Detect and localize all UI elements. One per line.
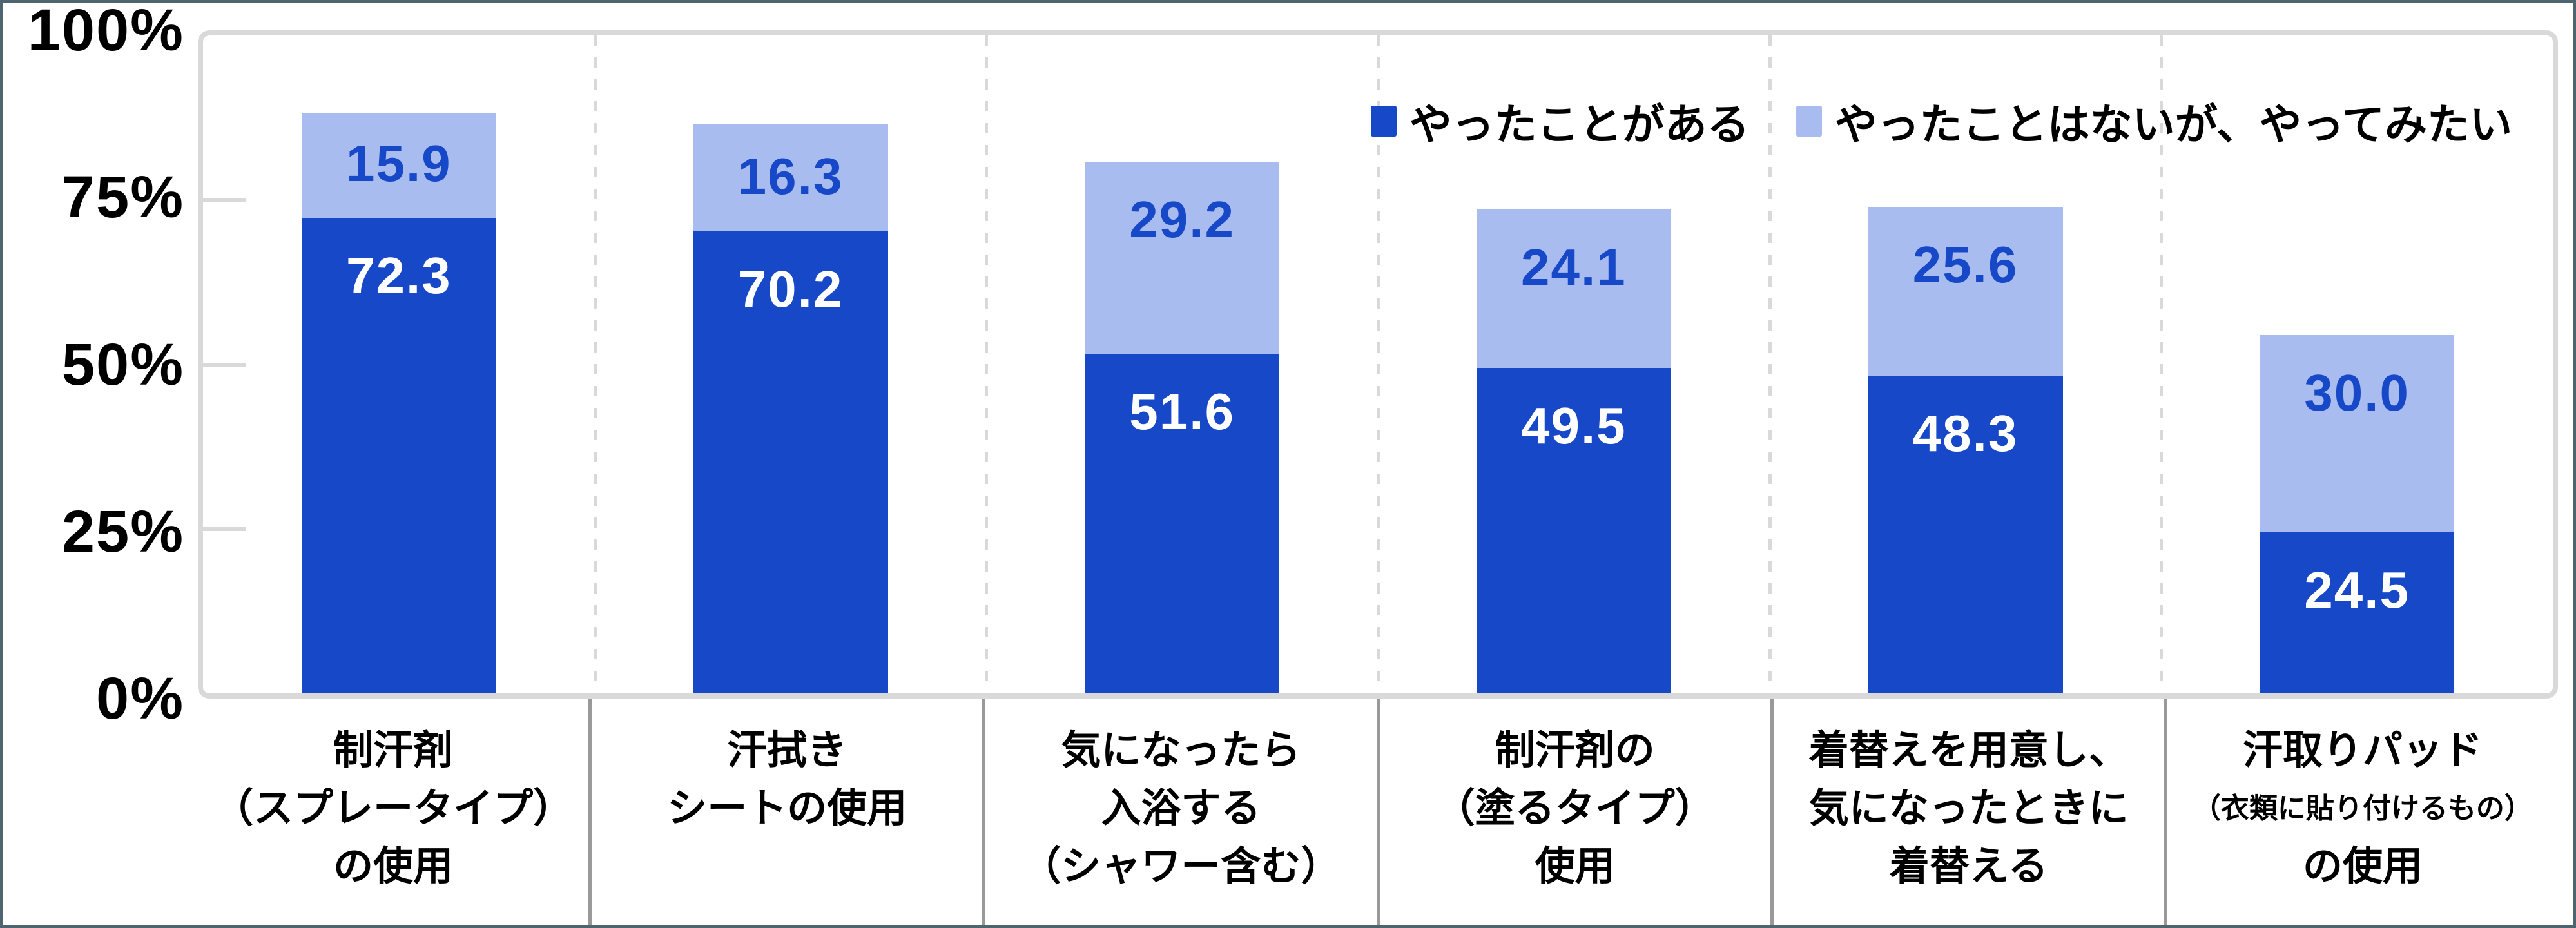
bar-segment-done: 72.3: [301, 217, 496, 693]
bar-segment-done: 51.6: [1085, 354, 1280, 693]
bar-value-done: 24.5: [2304, 561, 2410, 619]
legend-swatch-icon: [1796, 106, 1822, 137]
bar-value-want: 29.2: [1129, 191, 1235, 249]
bar-segment-want: 16.3: [693, 124, 888, 232]
bar-value-want: 25.6: [1912, 236, 2019, 294]
category-label-line: の使用: [2302, 844, 2423, 889]
category-label-line: （シャワー含む）: [1021, 844, 1341, 889]
bar-value-done: 72.3: [345, 246, 452, 304]
bar-value-done: 49.5: [1520, 396, 1627, 454]
category-label-cell: 気になったら 入浴する （シャワー含む）: [985, 699, 1380, 925]
category-label-line: 着替えを用意し、: [1808, 728, 2129, 773]
bar-segment-want: 24.1: [1476, 209, 1671, 368]
bar-value-want: 24.1: [1520, 238, 1627, 296]
y-tick-label: 25%: [61, 498, 184, 565]
category-label-line: 気になったときに: [1808, 786, 2129, 831]
category-label-line: シートの使用: [667, 786, 907, 831]
plot-inner: 72.3 15.9 70.2 16.3 51.6 29.2 49.5 24.1 48.3 25.6…: [203, 35, 2553, 693]
category-label-cell: 汗取りパッド （衣類に貼り付けるもの） の使用: [2167, 699, 2558, 925]
category-label-cell: 着替えを用意し、 気になったときに 着替える: [1774, 699, 2167, 925]
bar-value-want: 16.3: [737, 147, 844, 205]
category-label-cell: 汗拭き シートの使用: [592, 699, 986, 925]
category-label-line: （衣類に貼り付けるもの）: [2192, 793, 2533, 824]
bar-value-done: 70.2: [737, 260, 844, 318]
plot-area: 72.3 15.9 70.2 16.3 51.6 29.2 49.5 24.1 48.3 25.6…: [198, 30, 2558, 699]
bar-segment-want: 15.9: [301, 113, 496, 218]
category-label-line: 使用: [1535, 844, 1615, 889]
y-tick-label: 100%: [27, 0, 184, 63]
legend: やったことがある やったことはないが、やってみたい: [1370, 90, 2512, 152]
category-label-line: （塗るタイプ）: [1435, 786, 1715, 831]
bar-segment-want: 25.6: [1868, 207, 2063, 376]
category-label-line: の使用: [333, 844, 454, 889]
category-label-line: （スプレータイプ）: [213, 786, 574, 831]
gridline-stub: [203, 198, 246, 202]
x-axis-labels: 制汗剤 （スプレータイプ） の使用 汗拭きシートの使用 気になったら 入浴する （シャワー含…: [198, 699, 2558, 925]
y-tick-label: 50%: [61, 331, 184, 398]
gridline-stub: [203, 362, 246, 367]
legend-item: やったことがある: [1370, 90, 1750, 152]
legend-swatch-icon: [1370, 106, 1397, 137]
category-separator-dashed: [593, 35, 597, 693]
category-label-line: 汗取りパッド: [2242, 728, 2483, 773]
category-label-line: 入浴する: [1101, 786, 1261, 831]
category-label-cell: 制汗剤 （スプレータイプ） の使用: [198, 699, 592, 925]
category-label-line: 制汗剤の: [1495, 728, 1655, 773]
category-separator-dashed: [1768, 35, 1772, 693]
category-label-line: 制汗剤: [333, 728, 454, 773]
category-label-line: 気になったら: [1061, 728, 1301, 773]
gridline-stub: [203, 527, 246, 531]
category-separator-dashed: [985, 35, 989, 693]
y-tick-label: 75%: [61, 164, 184, 231]
y-tick-label: 0%: [96, 666, 184, 731]
legend-label: やったことはないが、やってみたい: [1834, 101, 2512, 148]
category-label-cell: 制汗剤の （塗るタイプ） 使用: [1380, 699, 1774, 925]
bar-segment-want: 30.0: [2260, 334, 2455, 532]
legend-label: やったことがある: [1409, 101, 1750, 148]
category-label-line: 着替える: [1889, 844, 2048, 889]
bar-value-done: 48.3: [1912, 404, 2019, 462]
bar-value-want: 15.9: [345, 135, 452, 193]
bar-value-done: 51.6: [1129, 383, 1235, 441]
category-separator-dashed: [2160, 35, 2164, 693]
bar-segment-done: 48.3: [1868, 375, 2063, 693]
legend-item: やったことはないが、やってみたい: [1796, 90, 2512, 152]
bar-segment-want: 29.2: [1085, 162, 1280, 354]
bar-value-want: 30.0: [2304, 363, 2410, 421]
category-label-line: 汗拭き: [727, 728, 847, 773]
bar-segment-done: 70.2: [693, 231, 888, 693]
bar-segment-done: 24.5: [2260, 532, 2455, 693]
category-separator-dashed: [1377, 35, 1380, 693]
bar-segment-done: 49.5: [1476, 367, 1671, 693]
